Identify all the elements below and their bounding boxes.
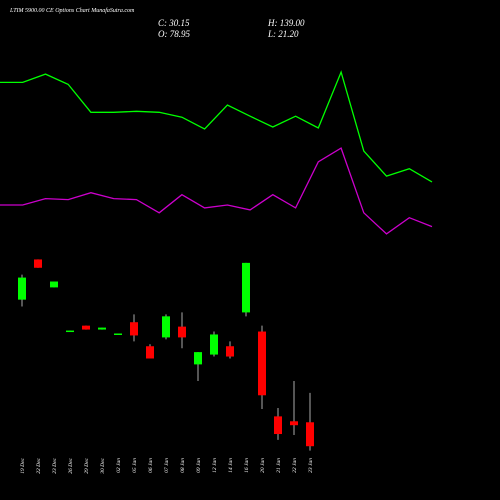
candle-body (210, 334, 218, 355)
candle-body (226, 346, 234, 357)
x-tick-label: 23 Jan (308, 458, 314, 473)
x-tick-label: 22 Dec (36, 457, 42, 473)
candle-body (162, 316, 170, 338)
x-tick-label: 09 Jan (196, 458, 202, 473)
x-tick-label: 22 Jan (292, 458, 298, 473)
candle-body (194, 352, 202, 365)
candle-body (146, 346, 154, 359)
candle-body (306, 422, 314, 447)
x-tick-label: 21 Jan (276, 458, 282, 473)
info-close: C: 30.15 (158, 18, 190, 28)
x-tick-label: 29 Dec (84, 457, 90, 473)
x-tick-label: 12 Jan (212, 458, 218, 473)
x-tick-label: 23 Dec (52, 457, 58, 473)
x-tick-label: 14 Jan (227, 458, 234, 473)
candle-body (34, 259, 42, 268)
x-tick-label: 06 Jan (148, 458, 154, 473)
x-tick-label: 26 Dec (68, 457, 74, 473)
x-tick-label: 20 Jan (260, 458, 266, 473)
info-open: O: 78.95 (158, 29, 190, 39)
x-tick-label: 16 Jan (244, 458, 250, 473)
candle-body (82, 325, 90, 330)
x-tick-label: 07 Jan (164, 458, 170, 473)
x-tick-label: 02 Jan (116, 458, 122, 473)
x-tick-label: 05 Jan (132, 458, 138, 473)
info-high: H: 139.00 (267, 18, 305, 28)
candle-body (178, 326, 186, 338)
indicator-line (0, 70, 433, 183)
candle-body (98, 327, 106, 330)
indicator-line (0, 147, 433, 235)
candle-body (114, 333, 122, 335)
info-low: L: 21.20 (267, 29, 299, 39)
x-tick-label: 30 Dec (100, 457, 106, 474)
candle-body (66, 330, 74, 333)
candle-body (18, 277, 26, 300)
candle-body (274, 416, 282, 435)
x-tick-label: 08 Jan (180, 458, 186, 473)
candle-body (290, 421, 298, 426)
candle-body (242, 262, 250, 313)
candle-body (50, 281, 58, 288)
x-tick-label: 19 Dec (20, 457, 26, 473)
candle-body (258, 331, 266, 396)
chart-title: LTIM 5900.00 CE Options Chart MunafaSutr… (9, 7, 135, 14)
candle-body (130, 322, 138, 336)
